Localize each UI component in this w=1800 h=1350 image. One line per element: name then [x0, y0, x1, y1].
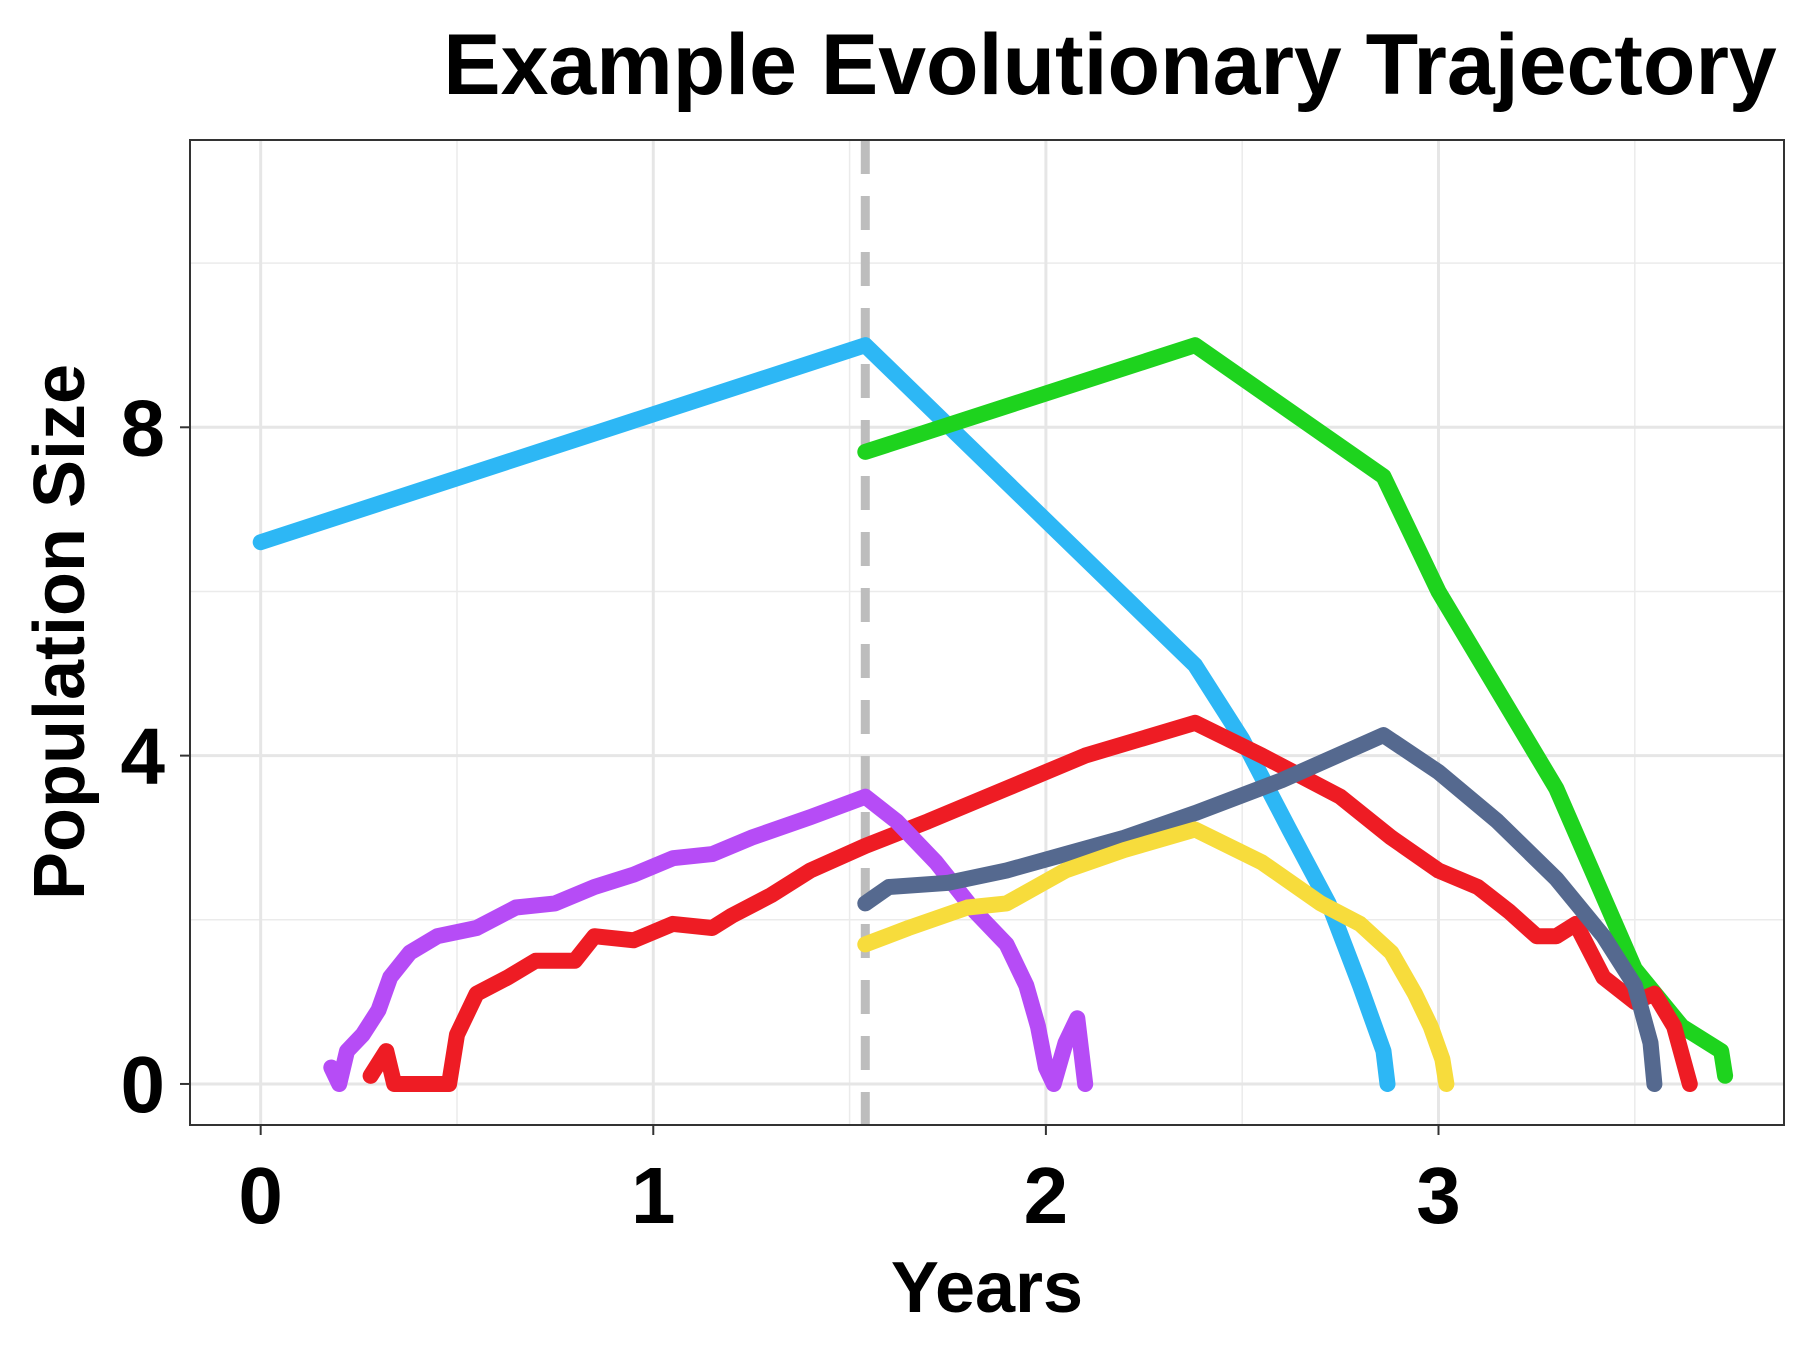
x-tick-label: 2 [1024, 1151, 1069, 1240]
series-line-2 [857, 337, 1734, 1084]
series-layer [252, 337, 1734, 1092]
x-axis-ticks: 0 1 2 3 [238, 1125, 1461, 1240]
x-tick-label: 0 [238, 1151, 283, 1240]
chart-title: Example Evolutionary Trajectory [443, 17, 1777, 113]
plot-panel-border [189, 139, 1785, 1126]
x-tick-label: 1 [631, 1151, 676, 1240]
series-line-1 [252, 337, 1396, 1092]
y-axis-ticks: 0 4 8 [121, 383, 190, 1129]
y-tick-label: 4 [121, 712, 166, 801]
x-axis-title: Years [891, 1248, 1083, 1328]
y-tick-label: 8 [121, 383, 166, 472]
series-line-3 [362, 714, 1698, 1092]
series-line-5 [857, 727, 1663, 1092]
y-tick-label: 0 [121, 1040, 166, 1129]
series-line-4 [323, 788, 1094, 1092]
y-axis-title: Population Size [20, 364, 100, 900]
grid [190, 140, 1784, 1125]
series-line-6 [857, 821, 1455, 1092]
x-tick-label: 3 [1416, 1151, 1461, 1240]
